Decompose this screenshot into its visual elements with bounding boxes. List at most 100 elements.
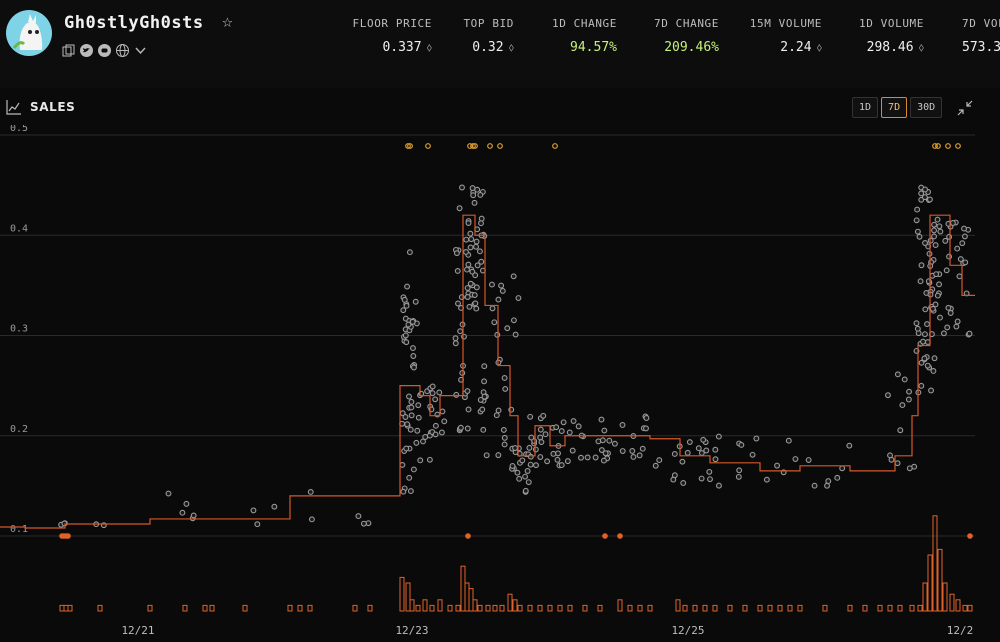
- volume-bar: [887, 604, 893, 612]
- volume-bar: [63, 604, 69, 612]
- sale-point: [695, 445, 702, 452]
- volume-bar: [962, 604, 968, 612]
- sale-point: [532, 446, 539, 453]
- sale-point: [478, 258, 485, 265]
- volume-bar: [777, 604, 783, 612]
- sale-point: [601, 427, 608, 434]
- sale-point: [404, 421, 411, 428]
- listing-marker: [487, 143, 493, 149]
- sale-point: [404, 283, 411, 290]
- volume-bar: [767, 604, 773, 612]
- sale-point: [629, 448, 636, 454]
- sale-point: [519, 457, 526, 464]
- volume-bar: [822, 604, 828, 612]
- sale-point: [937, 314, 943, 321]
- volume-bar: [682, 604, 688, 612]
- sale-point: [502, 385, 509, 392]
- volume-bar: [415, 604, 421, 612]
- stat-label: 1D VOLUME: [858, 17, 924, 30]
- discord-icon[interactable]: [98, 42, 111, 57]
- collection-name[interactable]: Gh0stlyGh0sts: [64, 13, 204, 33]
- sale-point: [307, 488, 314, 495]
- sale-point: [834, 474, 841, 481]
- sale-point: [411, 364, 417, 371]
- sale-point: [473, 305, 480, 312]
- sale-point: [679, 458, 686, 465]
- sale-point: [928, 387, 934, 394]
- sale-point: [464, 285, 471, 291]
- copy-icon[interactable]: [62, 42, 75, 57]
- sale-point: [671, 451, 678, 457]
- x-tick-label: 12/23: [395, 624, 428, 637]
- sale-point: [457, 328, 464, 335]
- stat-1d-volume: 1D VOLUME 298.46 ⬨: [859, 17, 924, 55]
- sale-point: [528, 434, 535, 441]
- sale-point: [575, 423, 582, 430]
- volume-bar: [352, 604, 358, 612]
- sale-point: [584, 454, 591, 461]
- collapse-icon[interactable]: [957, 100, 973, 116]
- sale-point: [459, 184, 465, 191]
- sale-point: [906, 388, 912, 395]
- y-tick-label: 0.4: [10, 223, 28, 234]
- sale-point: [413, 439, 420, 446]
- eth-icon: ⬨: [816, 40, 822, 54]
- volume-bar: [507, 593, 513, 612]
- sale-point: [473, 243, 479, 250]
- sale-point: [558, 462, 565, 469]
- chevron-down-icon[interactable]: [134, 42, 147, 55]
- sale-point: [934, 292, 941, 299]
- sale-point: [554, 456, 561, 463]
- stat-label: TOP BID: [463, 17, 514, 30]
- sale-point: [716, 482, 722, 489]
- sale-point: [522, 487, 529, 494]
- sale-point: [464, 388, 471, 394]
- sale-point: [957, 256, 964, 263]
- listing-marker: [497, 143, 503, 149]
- sale-point: [619, 448, 626, 454]
- sale-point: [480, 426, 487, 433]
- sale-point: [463, 249, 469, 255]
- sale-point: [598, 416, 605, 423]
- sale-point: [921, 194, 928, 201]
- volume-bar: [909, 604, 915, 612]
- favorite-star-icon[interactable]: ☆: [222, 11, 233, 32]
- sale-point: [403, 302, 410, 309]
- sale-point: [493, 412, 500, 419]
- twitter-icon[interactable]: [80, 42, 93, 57]
- range-1d-button[interactable]: 1D: [852, 97, 879, 118]
- sales-chart[interactable]: 0.1 0.2 0.3 0.4 0.5 12/21 12/23 12/25 12/2: [0, 125, 1000, 642]
- sales-chart-icon: [6, 100, 21, 115]
- sale-point: [441, 418, 448, 425]
- sale-point: [569, 447, 576, 454]
- sale-point: [805, 457, 812, 463]
- sale-point: [402, 332, 409, 339]
- sale-point: [483, 452, 490, 459]
- sale-point: [179, 509, 186, 516]
- sale-point: [436, 389, 443, 396]
- range-30d-button[interactable]: 30D: [910, 97, 943, 118]
- sale-point: [477, 192, 484, 198]
- sale-point: [355, 513, 362, 520]
- x-tick-label: 12/2: [947, 624, 974, 637]
- sale-point: [471, 292, 478, 298]
- sale-point: [489, 281, 495, 288]
- volume-bar: [97, 604, 103, 612]
- sale-point: [429, 383, 436, 390]
- volume-bar: [477, 604, 483, 612]
- sale-point: [499, 287, 506, 294]
- website-globe-icon[interactable]: [116, 42, 129, 57]
- sale-point: [913, 320, 920, 327]
- sale-point: [566, 429, 573, 436]
- sale-point: [792, 456, 799, 462]
- sale-point: [399, 461, 406, 468]
- sale-point: [839, 465, 846, 472]
- range-7d-button[interactable]: 7D: [881, 97, 908, 118]
- sale-point: [400, 488, 407, 495]
- sale-point: [465, 406, 472, 413]
- sale-point: [921, 355, 928, 362]
- sale-point: [410, 345, 416, 352]
- sale-point: [560, 419, 567, 426]
- sale-point: [454, 267, 461, 274]
- collection-avatar[interactable]: [6, 10, 52, 56]
